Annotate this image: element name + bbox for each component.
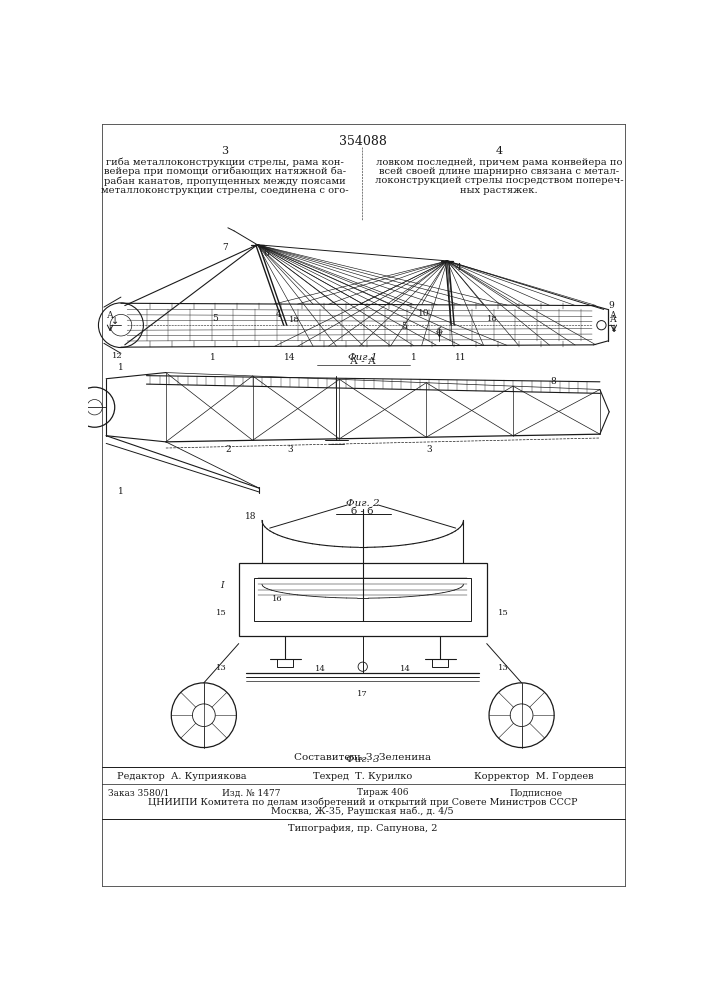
- Text: 18: 18: [487, 315, 498, 323]
- Text: Типография, пр. Сапунова, 2: Типография, пр. Сапунова, 2: [288, 824, 438, 833]
- Text: Техред  Т. Курилко: Техред Т. Курилко: [313, 772, 412, 781]
- Text: А: А: [610, 315, 617, 324]
- Text: б: б: [437, 327, 442, 335]
- Text: 4: 4: [496, 146, 503, 156]
- Text: рабан канатов, пропущенных между поясами: рабан канатов, пропущенных между поясами: [104, 176, 346, 186]
- Text: 7: 7: [222, 243, 228, 252]
- Text: ЦНИИПИ Комитета по делам изобретений и открытий при Совете Министров СССР: ЦНИИПИ Комитета по делам изобретений и о…: [148, 797, 578, 807]
- Text: б - б: б - б: [351, 507, 374, 516]
- Text: 14: 14: [284, 353, 296, 362]
- Text: всей своей длине шарнирно связана с метал-: всей своей длине шарнирно связана с мета…: [379, 167, 619, 176]
- Text: гиба металлоконструкции стрелы, рама кон-: гиба металлоконструкции стрелы, рама кон…: [106, 158, 344, 167]
- Text: 3: 3: [426, 445, 432, 454]
- Text: 5: 5: [212, 314, 218, 323]
- Text: А: А: [610, 311, 617, 320]
- Text: ных растяжек.: ных растяжек.: [460, 186, 538, 195]
- Text: 11: 11: [455, 353, 466, 362]
- Text: 14: 14: [315, 665, 325, 673]
- Text: I: I: [220, 581, 223, 590]
- Text: Изд. № 1477: Изд. № 1477: [222, 788, 281, 797]
- Text: 15: 15: [498, 609, 509, 617]
- Text: 12: 12: [112, 352, 122, 360]
- Text: 10: 10: [419, 309, 430, 318]
- Text: 13: 13: [216, 664, 227, 672]
- Bar: [239, 563, 486, 636]
- Text: Редактор  А. Куприякова: Редактор А. Куприякова: [117, 772, 246, 781]
- Text: Фиг. 2: Фиг. 2: [346, 499, 380, 508]
- Text: 8: 8: [551, 377, 556, 386]
- Text: 6: 6: [264, 249, 269, 258]
- Text: 1: 1: [118, 487, 124, 496]
- Text: А - А: А - А: [350, 357, 375, 366]
- Text: Подписное: Подписное: [510, 788, 563, 797]
- Text: 18: 18: [245, 512, 256, 521]
- Text: 5: 5: [402, 322, 407, 331]
- Text: 1: 1: [209, 353, 215, 362]
- Text: 14: 14: [400, 665, 411, 673]
- Text: 2: 2: [225, 445, 230, 454]
- Text: А: А: [107, 311, 114, 320]
- Text: 15: 15: [216, 609, 227, 617]
- Bar: [433, 659, 448, 667]
- Text: ↓: ↓: [112, 316, 119, 326]
- Text: Москва, Ж-35, Раушская наб., д. 4/5: Москва, Ж-35, Раушская наб., д. 4/5: [271, 807, 454, 816]
- Text: 18: 18: [289, 316, 300, 324]
- Text: Тираж 406: Тираж 406: [357, 788, 409, 797]
- Text: Составитель З. Зеленина: Составитель З. Зеленина: [294, 753, 431, 762]
- Text: металлоконструкции стрелы, соединена с ого-: металлоконструкции стрелы, соединена с о…: [101, 186, 349, 195]
- Text: 13: 13: [498, 664, 509, 672]
- Bar: [255, 578, 472, 620]
- Text: 4: 4: [456, 263, 462, 272]
- Text: 16: 16: [272, 595, 283, 603]
- Text: Фиг. 3: Фиг. 3: [346, 755, 380, 764]
- Text: 3: 3: [221, 146, 228, 156]
- Text: 4: 4: [276, 310, 282, 319]
- Text: 9: 9: [609, 301, 614, 310]
- Text: 1: 1: [118, 363, 124, 372]
- Text: 3: 3: [287, 445, 293, 454]
- Bar: [277, 659, 293, 667]
- Text: Корректор  М. Гордеев: Корректор М. Гордеев: [474, 772, 594, 781]
- Text: ↓: ↓: [609, 324, 618, 334]
- Text: вейера при помощи огибающих натяжной ба-: вейера при помощи огибающих натяжной ба-: [104, 167, 346, 176]
- Text: 1: 1: [411, 353, 416, 362]
- Text: Фиг.1: Фиг.1: [348, 353, 378, 362]
- Text: локонструкцией стрелы посредством попереч-: локонструкцией стрелы посредством попере…: [375, 176, 624, 185]
- Text: ловком последней, причем рама конвейера по: ловком последней, причем рама конвейера …: [376, 158, 622, 167]
- Text: 354088: 354088: [339, 135, 387, 148]
- Text: Заказ 3580/1: Заказ 3580/1: [108, 788, 170, 797]
- Text: 17: 17: [357, 690, 368, 698]
